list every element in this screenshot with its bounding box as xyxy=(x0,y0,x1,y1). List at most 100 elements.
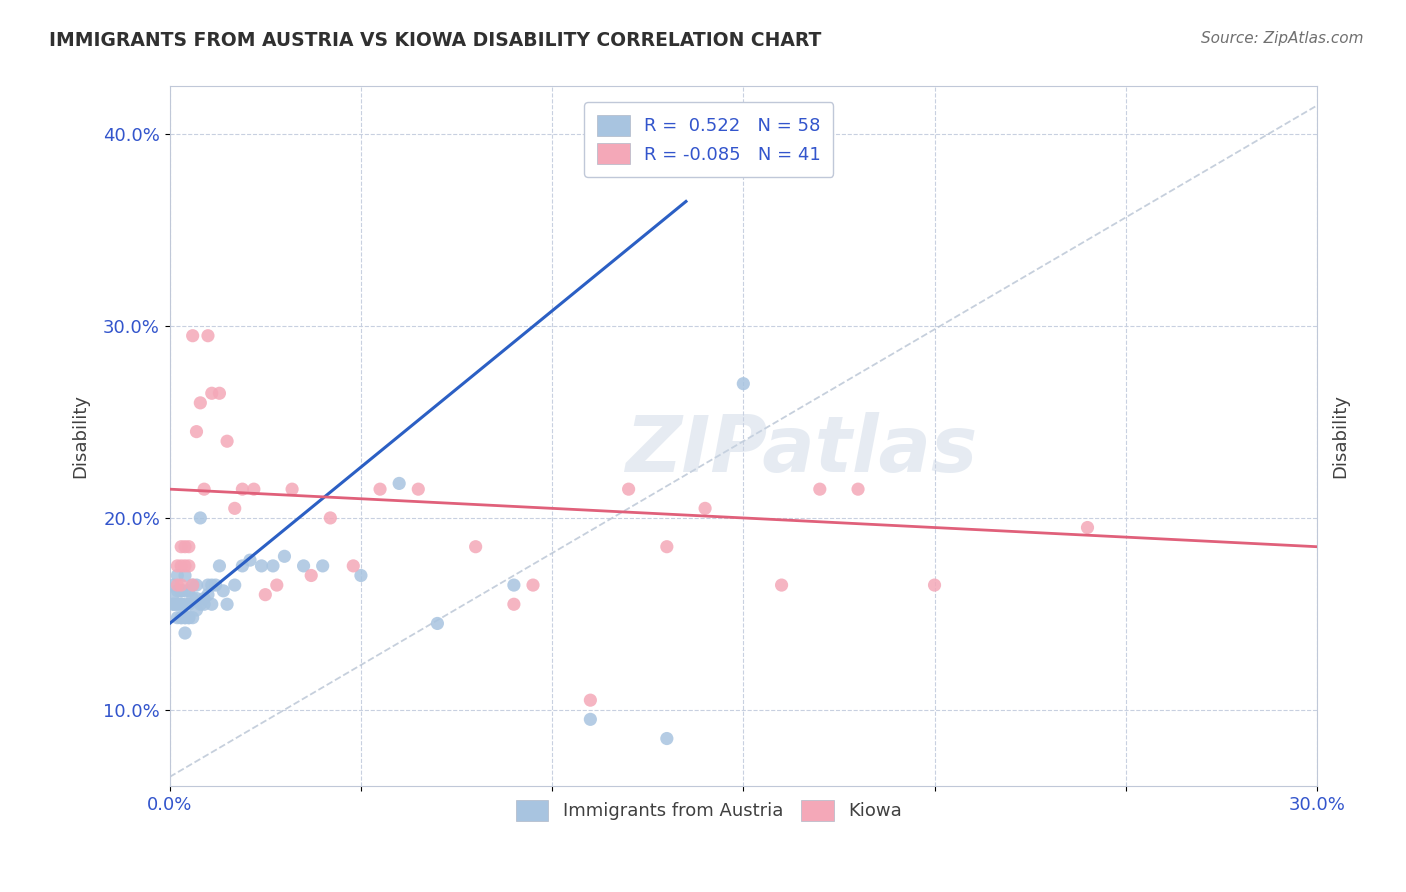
Point xyxy=(579,712,602,726)
Point xyxy=(188,396,211,410)
Point xyxy=(174,626,197,640)
Point xyxy=(250,558,273,573)
Point xyxy=(217,597,239,611)
Point xyxy=(408,482,430,496)
Point xyxy=(166,597,188,611)
Y-axis label: Disability: Disability xyxy=(1331,394,1348,478)
Point xyxy=(201,597,224,611)
Point xyxy=(188,511,211,525)
Point xyxy=(208,558,231,573)
Point xyxy=(166,578,188,592)
Point xyxy=(217,434,239,449)
Y-axis label: Disability: Disability xyxy=(72,394,89,478)
Point xyxy=(212,583,235,598)
Point xyxy=(177,610,200,624)
Point xyxy=(655,731,678,746)
Point xyxy=(388,476,411,491)
Point xyxy=(162,597,184,611)
Point xyxy=(170,597,193,611)
Point xyxy=(174,583,197,598)
Point xyxy=(243,482,266,496)
Point xyxy=(204,578,226,592)
Point xyxy=(181,591,204,606)
Point xyxy=(201,386,224,401)
Point xyxy=(162,597,184,611)
Point xyxy=(181,578,204,592)
Point xyxy=(522,578,544,592)
Point xyxy=(177,597,200,611)
Point xyxy=(426,616,449,631)
Point xyxy=(181,328,204,343)
Point xyxy=(174,540,197,554)
Point xyxy=(266,578,288,592)
Point xyxy=(197,328,219,343)
Point xyxy=(299,568,322,582)
Point xyxy=(177,540,200,554)
Point xyxy=(170,610,193,624)
Point xyxy=(224,578,246,592)
Point xyxy=(342,558,364,573)
Point xyxy=(231,558,253,573)
Point xyxy=(273,549,295,564)
Point xyxy=(170,558,193,573)
Point xyxy=(170,583,193,598)
Point xyxy=(162,578,184,592)
Point xyxy=(502,597,524,611)
Point xyxy=(193,482,215,496)
Text: Source: ZipAtlas.com: Source: ZipAtlas.com xyxy=(1201,31,1364,46)
Point xyxy=(177,558,200,573)
Point xyxy=(464,540,486,554)
Point xyxy=(174,558,197,573)
Point xyxy=(224,501,246,516)
Point xyxy=(177,583,200,598)
Point xyxy=(617,482,640,496)
Point xyxy=(312,558,335,573)
Point xyxy=(579,693,602,707)
Point xyxy=(166,558,188,573)
Point xyxy=(239,553,262,567)
Point xyxy=(186,578,208,592)
Point xyxy=(166,610,188,624)
Point xyxy=(174,597,197,611)
Point xyxy=(292,558,315,573)
Point xyxy=(162,588,184,602)
Point xyxy=(808,482,831,496)
Point xyxy=(770,578,793,592)
Point xyxy=(170,578,193,592)
Point xyxy=(655,540,678,554)
Point xyxy=(166,568,188,582)
Point xyxy=(170,540,193,554)
Point xyxy=(502,578,524,592)
Point xyxy=(208,386,231,401)
Point xyxy=(254,588,277,602)
Point xyxy=(693,501,716,516)
Point xyxy=(174,610,197,624)
Point xyxy=(181,610,204,624)
Point xyxy=(166,583,188,598)
Point xyxy=(177,610,200,624)
Point xyxy=(193,591,215,606)
Point xyxy=(846,482,869,496)
Point xyxy=(186,425,208,439)
Point xyxy=(193,597,215,611)
Text: IMMIGRANTS FROM AUSTRIA VS KIOWA DISABILITY CORRELATION CHART: IMMIGRANTS FROM AUSTRIA VS KIOWA DISABIL… xyxy=(49,31,821,50)
Point xyxy=(231,482,253,496)
Point xyxy=(170,597,193,611)
Point xyxy=(181,578,204,592)
Point xyxy=(186,591,208,606)
Point xyxy=(201,578,224,592)
Text: ZIPatlas: ZIPatlas xyxy=(624,412,977,489)
Point xyxy=(924,578,946,592)
Point xyxy=(186,603,208,617)
Point xyxy=(733,376,755,391)
Point xyxy=(197,588,219,602)
Point xyxy=(197,578,219,592)
Point xyxy=(368,482,391,496)
Point xyxy=(166,597,188,611)
Point xyxy=(262,558,284,573)
Point xyxy=(170,610,193,624)
Point xyxy=(174,610,197,624)
Point xyxy=(188,597,211,611)
Point xyxy=(1076,520,1098,534)
Point xyxy=(281,482,304,496)
